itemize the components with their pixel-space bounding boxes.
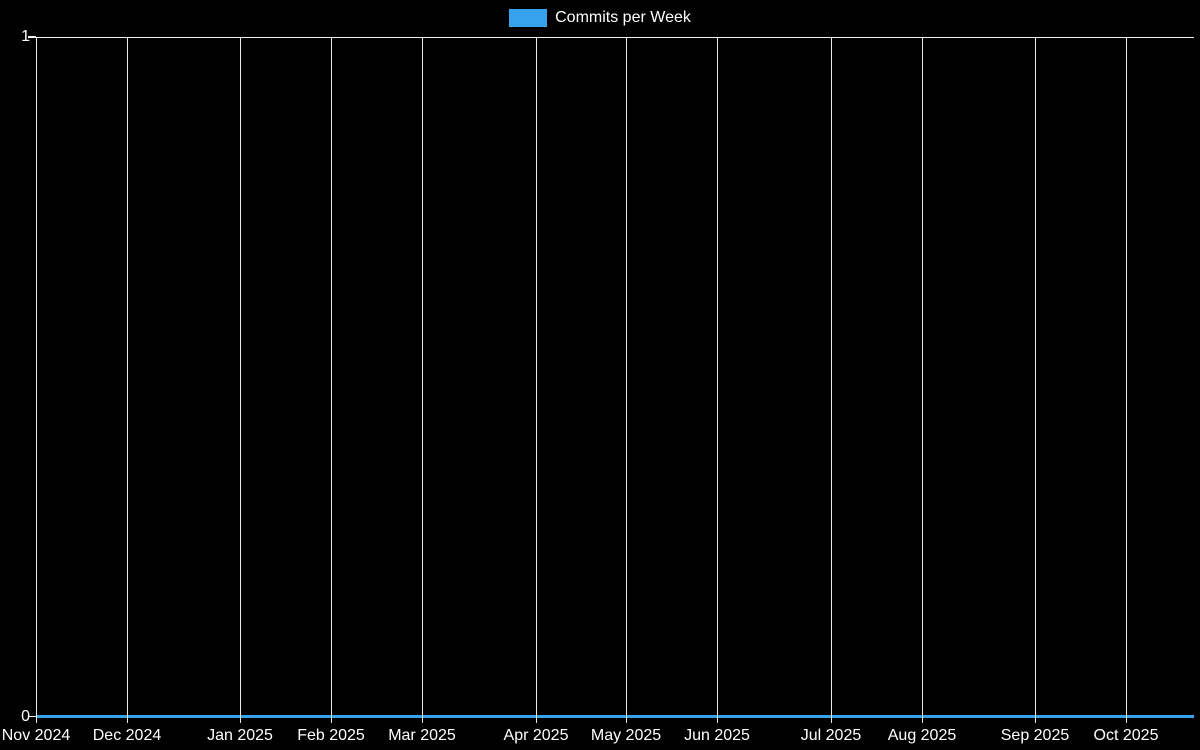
month-gridline xyxy=(626,37,627,723)
x-axis-label: Apr 2025 xyxy=(503,727,569,744)
x-axis-label: Jun 2025 xyxy=(684,727,750,744)
x-axis-label: Dec 2024 xyxy=(92,727,162,744)
y-axis-label: 1 xyxy=(21,28,30,45)
top-gridline xyxy=(28,37,1194,38)
x-axis-label: Jul 2025 xyxy=(800,727,862,744)
month-gridline xyxy=(922,37,923,723)
x-axis-label: Jan 2025 xyxy=(207,727,273,744)
month-gridline xyxy=(831,37,832,723)
month-gridline xyxy=(36,37,37,723)
x-axis-label: Oct 2025 xyxy=(1093,727,1159,744)
month-gridline xyxy=(717,37,718,723)
y-axis-tick xyxy=(28,36,36,37)
month-gridline xyxy=(127,37,128,723)
y-axis-tick xyxy=(28,716,36,717)
month-gridline xyxy=(422,37,423,723)
month-gridline xyxy=(1126,37,1127,723)
month-gridline xyxy=(331,37,332,723)
commits-series-line xyxy=(36,715,1194,718)
x-axis-label: Aug 2025 xyxy=(887,727,957,744)
x-axis-label: Feb 2025 xyxy=(297,727,365,744)
x-axis-label: Nov 2024 xyxy=(1,727,71,744)
legend-swatch-icon xyxy=(509,9,548,27)
x-axis-label: May 2025 xyxy=(590,727,662,744)
month-gridline xyxy=(240,37,241,723)
legend-label: Commits per Week xyxy=(555,9,691,26)
month-gridline xyxy=(1035,37,1036,723)
month-gridline xyxy=(536,37,537,723)
x-axis-label: Mar 2025 xyxy=(388,727,456,744)
y-axis-label: 0 xyxy=(21,708,30,725)
chart-legend[interactable]: Commits per Week xyxy=(0,8,1200,28)
x-axis-label: Sep 2025 xyxy=(1000,727,1070,744)
